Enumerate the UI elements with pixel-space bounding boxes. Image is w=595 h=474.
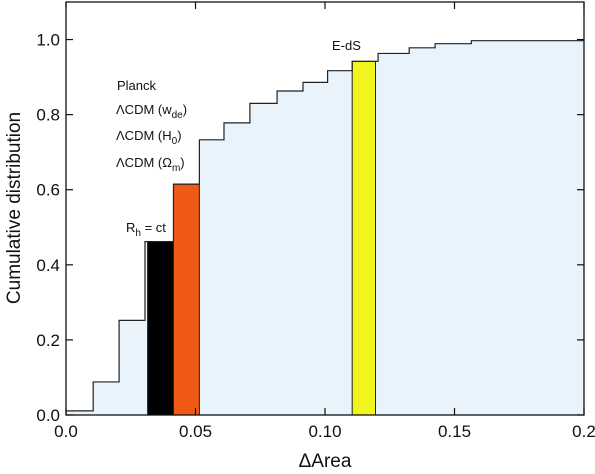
y-tick-label: 1.0 <box>36 31 60 50</box>
highlight-bar-0 <box>147 241 174 416</box>
y-axis-label: Cumulative distribution <box>4 112 25 304</box>
highlight-bar-1 <box>172 183 200 416</box>
y-tick-label: 0.2 <box>36 331 60 350</box>
planck-label: Planck <box>117 78 157 93</box>
x-tick-label: 0.05 <box>179 422 212 441</box>
y-axis-ticks: 0.0 0.2 0.4 0.6 0.8 1.0 <box>36 31 584 425</box>
lcdm-wde-label: ΛCDM (wde) <box>116 102 187 121</box>
x-tick-label: 0.2 <box>572 422 595 441</box>
y-tick-label: 0.6 <box>36 181 60 200</box>
rh-ct-label: Rh = ct <box>126 220 166 239</box>
cdf-step-line <box>66 40 584 412</box>
y-tick-label: 0.0 <box>36 406 60 425</box>
x-axis-ticks: 0.0 0.05 0.10 0.15 0.2 <box>54 2 595 441</box>
x-tick-label: 0.15 <box>438 422 471 441</box>
x-tick-label: 0.0 <box>54 422 78 441</box>
y-tick-label: 0.4 <box>36 256 60 275</box>
eds-label: E-dS <box>332 38 361 53</box>
highlight-bar-2 <box>351 60 377 416</box>
x-axis-label: ΔArea <box>299 451 352 472</box>
lcdm-om-label: ΛCDM (Ωm) <box>116 155 185 174</box>
y-tick-label: 0.8 <box>36 106 60 125</box>
x-tick-label: 0.10 <box>308 422 341 441</box>
lcdm-h0-label: ΛCDM (H0) <box>116 128 182 147</box>
